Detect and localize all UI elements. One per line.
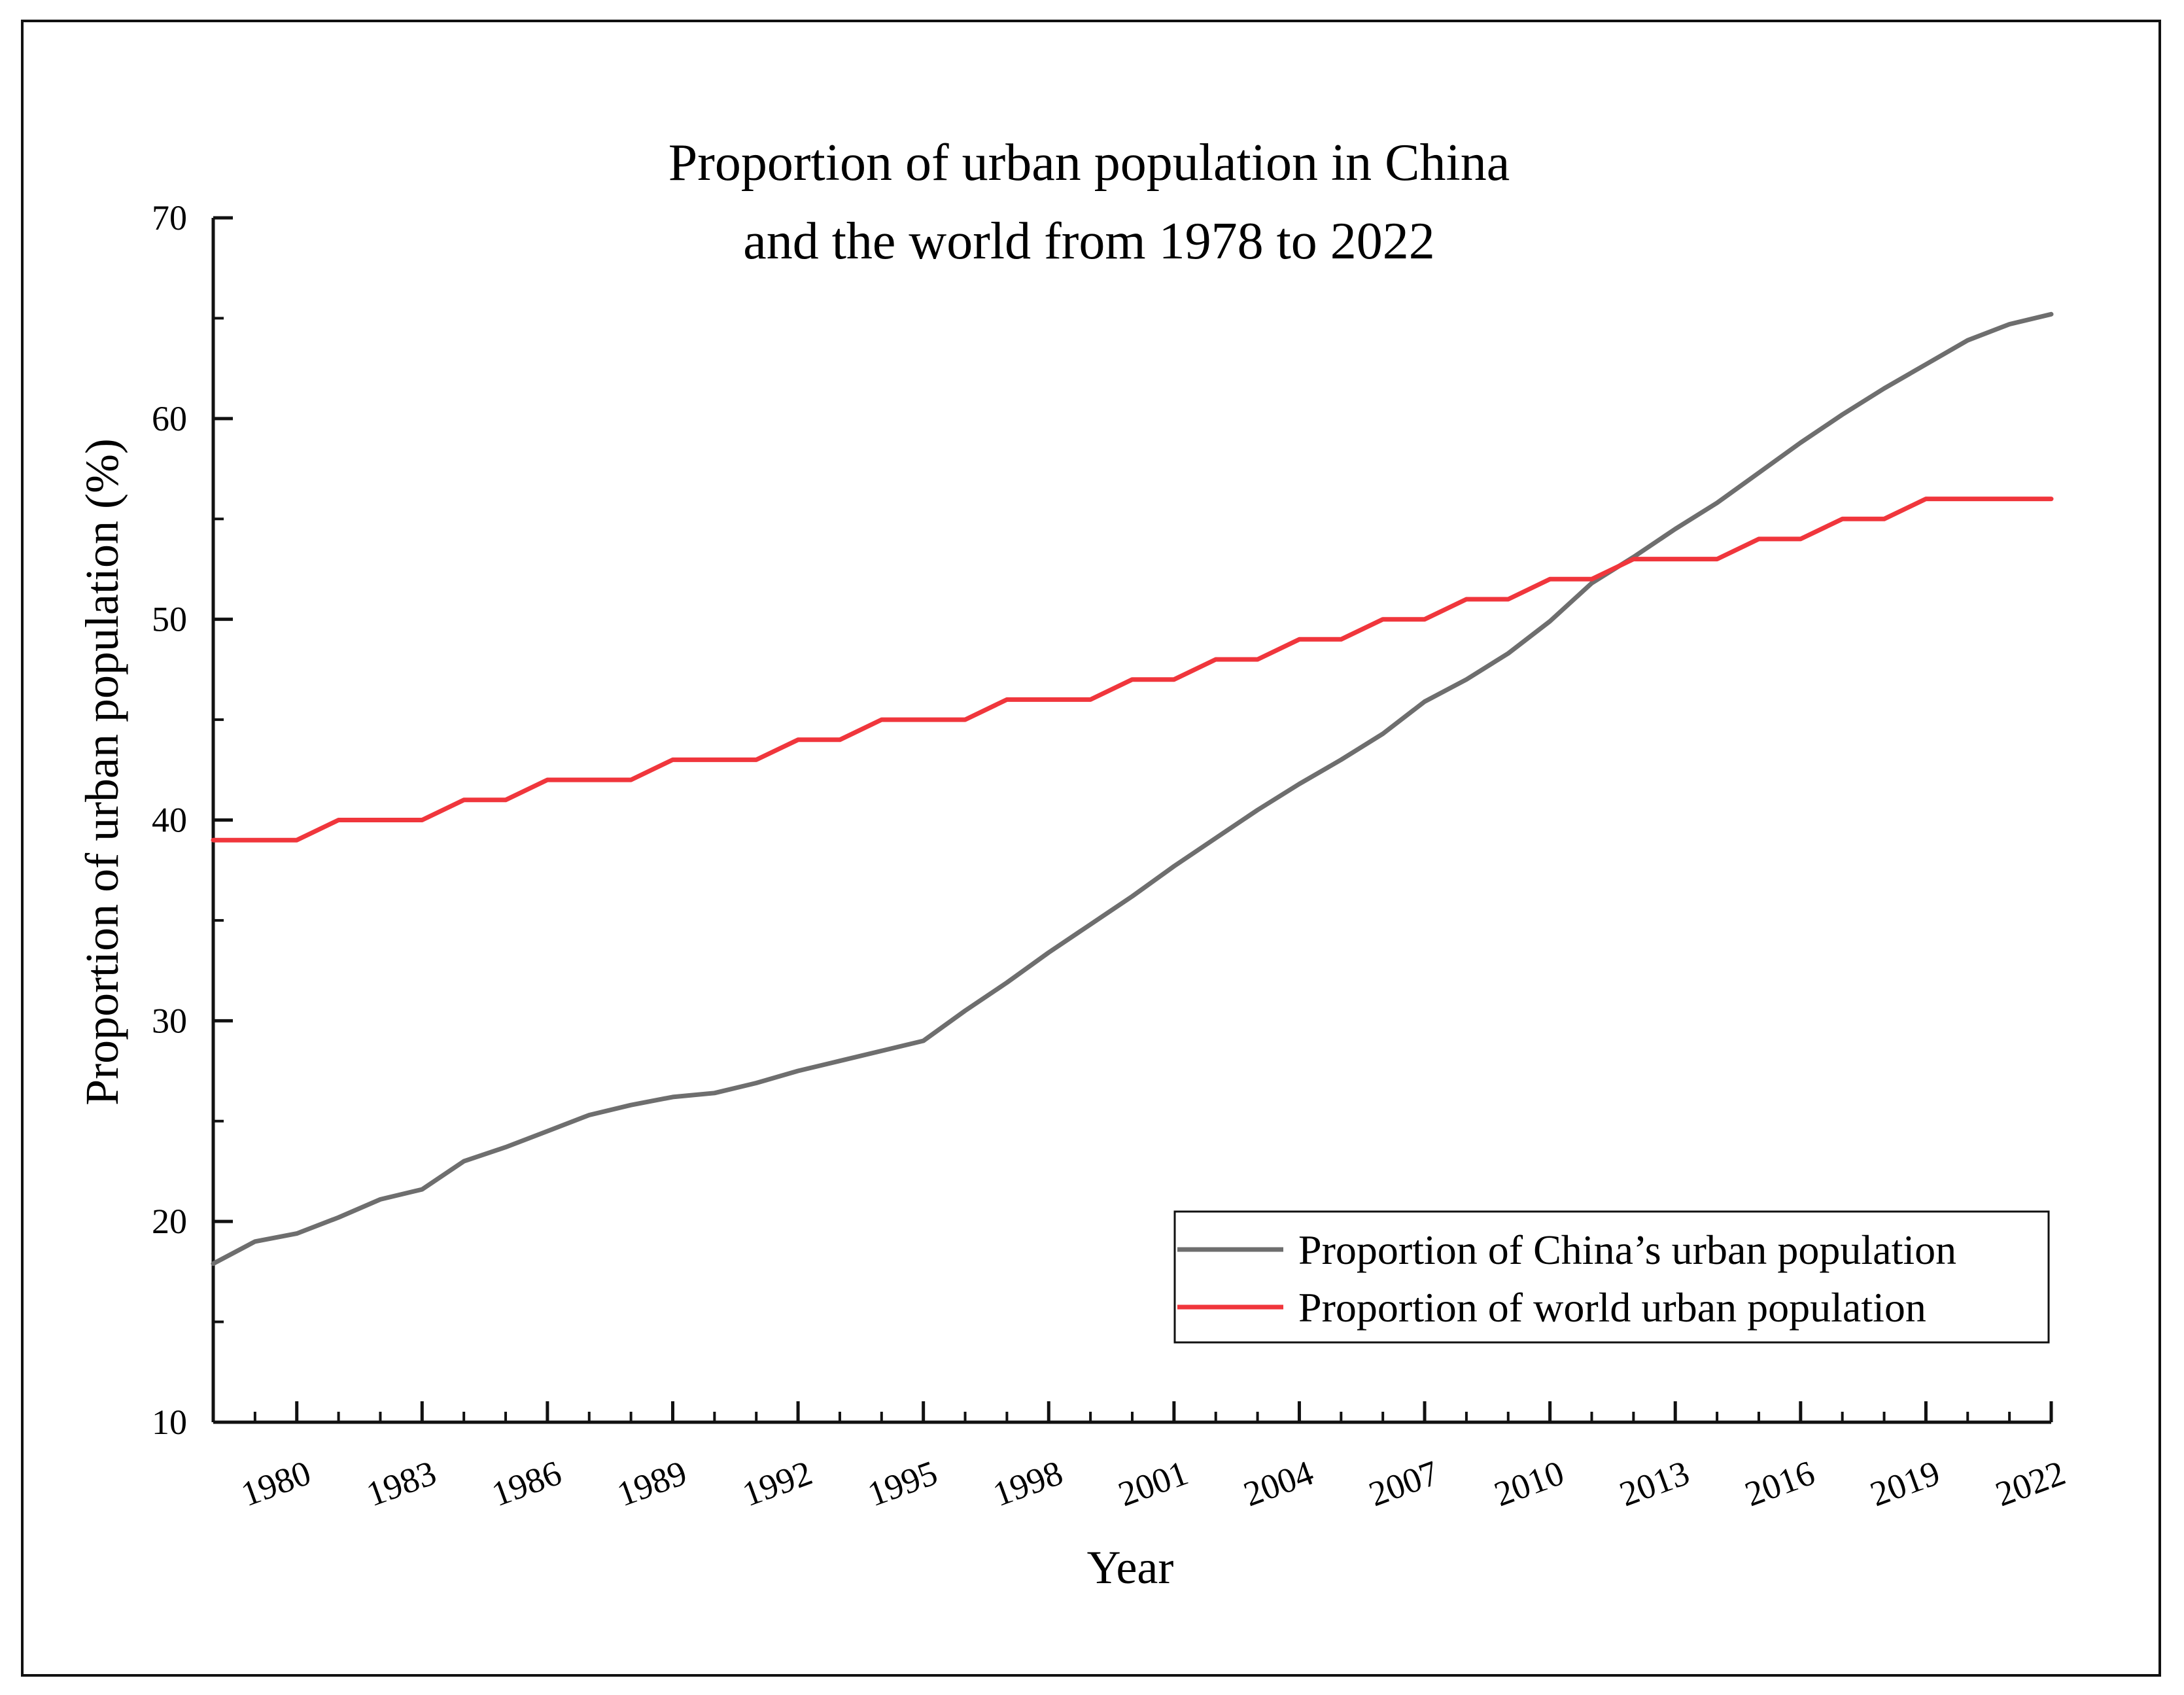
x-tick-label: 1986: [487, 1453, 566, 1514]
x-tick-label: 2004: [1239, 1453, 1319, 1514]
chart-title-line-2: and the world from 1978 to 2022: [743, 213, 1435, 270]
chart-title-line-1: Proportion of urban population in China: [668, 134, 1510, 192]
y-tick-label: 30: [152, 1001, 187, 1040]
x-tick-label: 2013: [1614, 1453, 1694, 1514]
y-tick-label: 10: [152, 1403, 187, 1442]
tick-marks: 10 20 30 40 50 60 70 1980 1983 1986 1989 1992 1995 19…: [152, 198, 2070, 1514]
x-tick-label: 1995: [863, 1453, 943, 1514]
world-urban-line: [211, 497, 2054, 843]
legend-label-china: Proportion of China’s urban population: [1298, 1227, 1956, 1273]
y-tick-label: 20: [152, 1202, 187, 1241]
x-tick-label: 2007: [1364, 1453, 1444, 1514]
x-tick-label: 2022: [1990, 1453, 2070, 1514]
x-tick-label: 2019: [1865, 1453, 1945, 1514]
legend: Proportion of China’s urban population P…: [1173, 1210, 2050, 1344]
x-tick-label: 1983: [361, 1453, 441, 1514]
x-tick-label: 1998: [988, 1453, 1067, 1514]
chart-frame: [21, 20, 2161, 1677]
x-tick-label: 2016: [1740, 1453, 1820, 1514]
x-tick-label: 2010: [1489, 1453, 1569, 1514]
series-lines: [211, 311, 2054, 1267]
legend-label-world: Proportion of world urban population: [1298, 1284, 1926, 1331]
y-axis-title: Proportion of urban population (%): [76, 438, 128, 1106]
y-tick-label: 60: [152, 399, 187, 438]
y-tick-label: 70: [152, 198, 187, 237]
y-tick-label: 40: [152, 801, 187, 840]
x-tick-label: 1989: [612, 1453, 692, 1514]
legend-box: [1173, 1210, 2050, 1344]
china-urban-line: [211, 311, 2054, 1267]
x-tick-label: 1980: [236, 1453, 316, 1514]
x-tick-label: 2001: [1113, 1453, 1193, 1514]
x-axis-title: Year: [1087, 1541, 1174, 1594]
y-tick-label: 50: [152, 600, 187, 639]
x-tick-label: 1992: [737, 1453, 817, 1514]
